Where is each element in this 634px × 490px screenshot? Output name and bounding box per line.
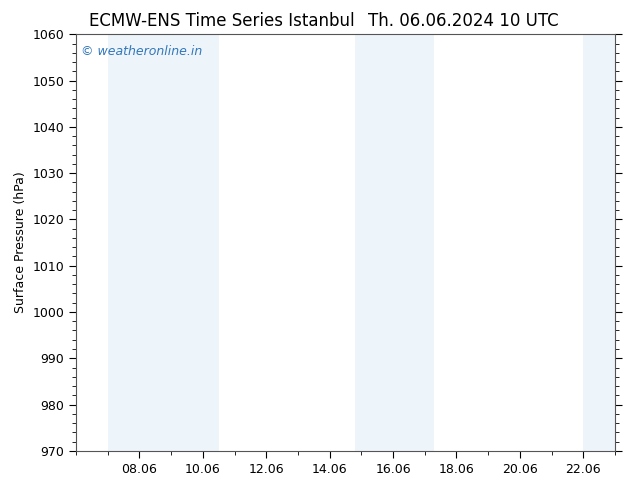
Bar [155,34,219,451]
Text: © weatheronline.in: © weatheronline.in [81,45,203,58]
Bar [355,34,393,451]
Y-axis label: Surface Pressure (hPa): Surface Pressure (hPa) [14,172,27,314]
Text: Th. 06.06.2024 10 UTC: Th. 06.06.2024 10 UTC [368,12,558,30]
Text: ECMW-ENS Time Series Istanbul: ECMW-ENS Time Series Istanbul [89,12,354,30]
Bar [583,34,615,451]
Bar [393,34,434,451]
Bar [108,34,155,451]
